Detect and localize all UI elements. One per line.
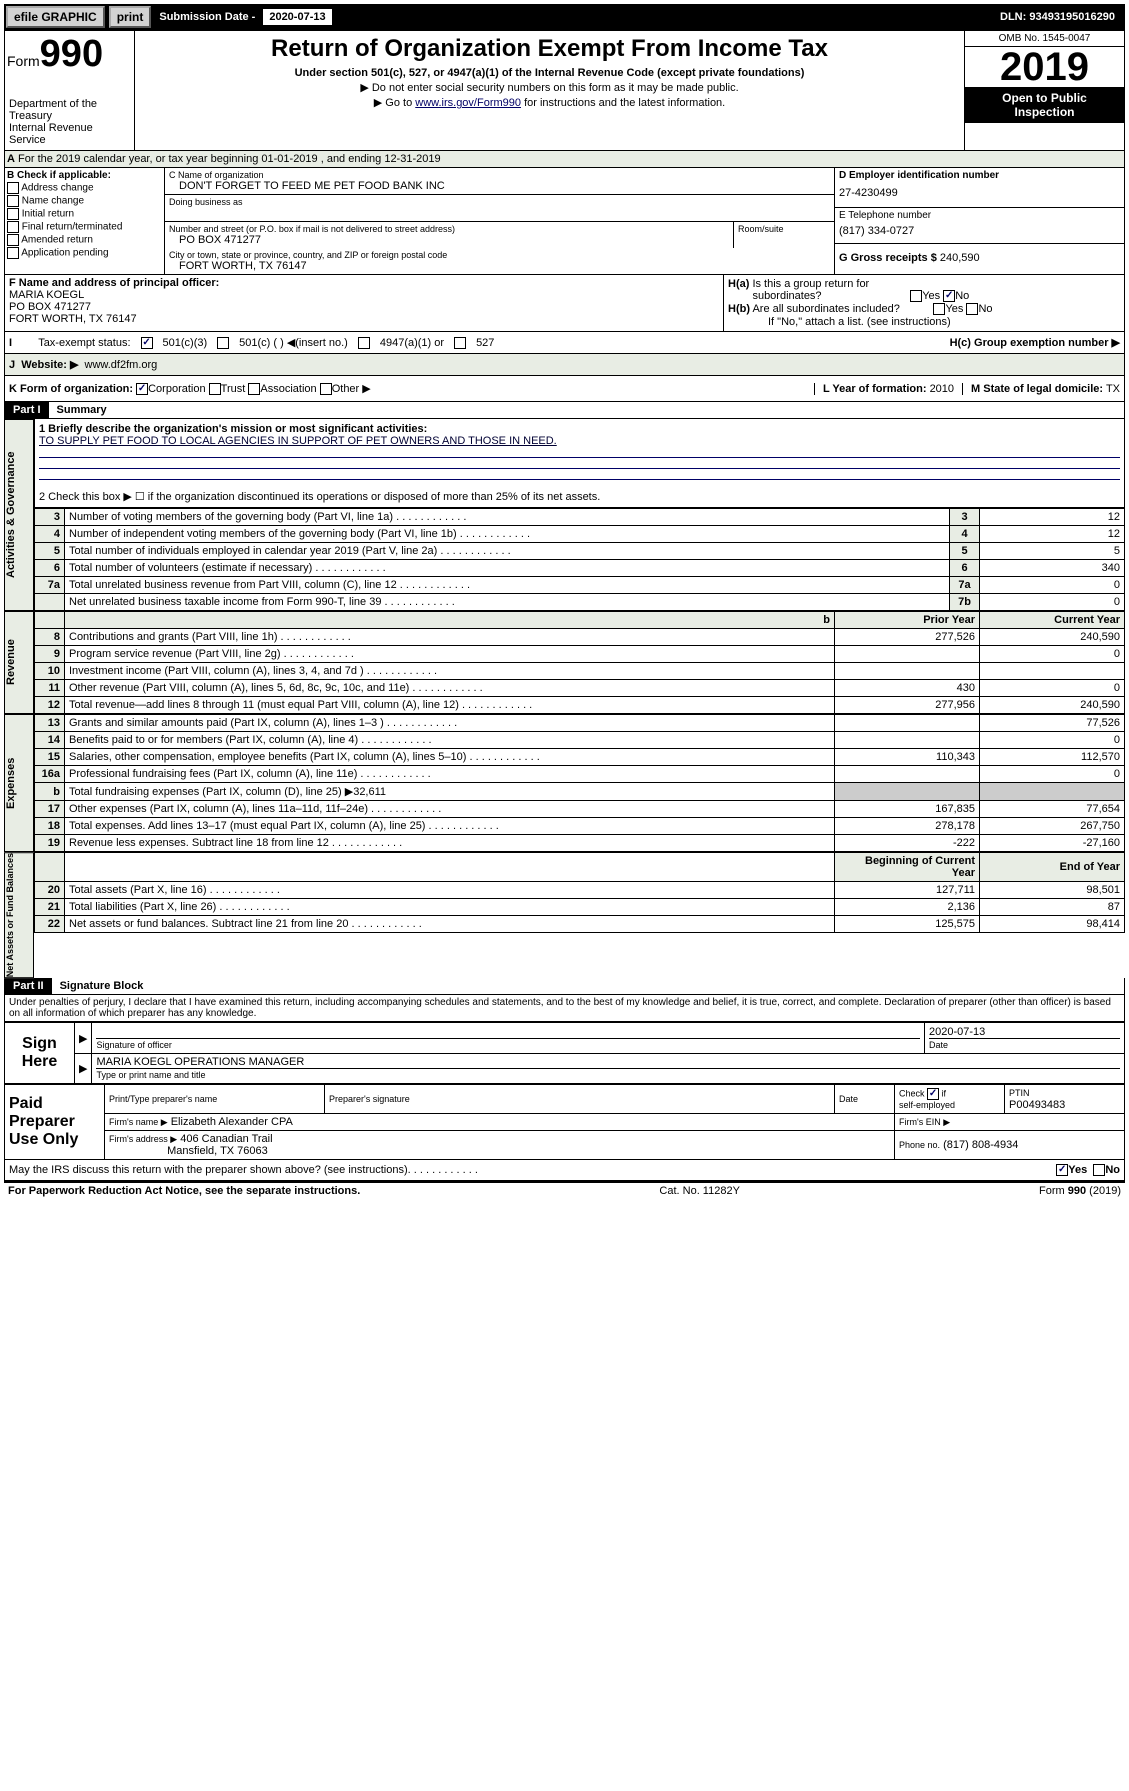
box-f: F Name and address of principal officer:…: [5, 275, 724, 331]
form990-link[interactable]: www.irs.gov/Form990: [415, 97, 521, 109]
dept-label: Department of the TreasuryInternal Reven…: [7, 96, 132, 148]
note-1: ▶ Do not enter social security numbers o…: [139, 81, 960, 94]
state-domicile: TX: [1106, 383, 1120, 395]
ptin: P00493483: [1009, 1099, 1065, 1111]
governance-table: 3Number of voting members of the governi…: [34, 508, 1125, 611]
side-net-assets: Net Assets or Fund Balances: [4, 852, 34, 978]
row-i: I Tax-exempt status: 501(c)(3) 501(c) ( …: [4, 332, 1125, 354]
form-header: Form990 Department of the TreasuryIntern…: [4, 30, 1125, 151]
form-number: 990: [40, 33, 103, 75]
box-d: D Employer identification number27-42304…: [834, 168, 1124, 274]
mission-text: TO SUPPLY PET FOOD TO LOCAL AGENCIES IN …: [39, 435, 557, 447]
side-revenue: Revenue: [4, 611, 34, 714]
officer-name: MARIA KOEGL: [9, 289, 84, 301]
form-label: Form: [7, 53, 40, 69]
firm-name: Elizabeth Alexander CPA: [171, 1116, 293, 1128]
box-c: C Name of organizationDON'T FORGET TO FE…: [165, 168, 834, 274]
firm-address: 406 Canadian Trail: [180, 1133, 272, 1145]
box-b: B Check if applicable: Address change Na…: [5, 168, 165, 274]
sub-date: 2020-07-13: [263, 9, 331, 25]
part-ii-header: Part II: [5, 978, 52, 994]
city-state-zip: FORT WORTH, TX 76147: [169, 260, 830, 272]
website: www.df2fm.org: [85, 359, 158, 371]
year-formation: 2010: [930, 383, 954, 395]
street-address: PO BOX 471277: [169, 234, 729, 246]
tax-year: 2019: [965, 47, 1124, 87]
row-a: A For the 2019 calendar year, or tax yea…: [4, 151, 1125, 168]
perjury-text: Under penalties of perjury, I declare th…: [4, 995, 1125, 1022]
print-btn[interactable]: print: [109, 6, 152, 28]
org-name: DON'T FORGET TO FEED ME PET FOOD BANK IN…: [169, 180, 830, 192]
note-2: ▶ Go to www.irs.gov/Form990 for instruct…: [139, 96, 960, 109]
expenses-table: 13Grants and similar amounts paid (Part …: [34, 714, 1125, 852]
ein: 27-4230499: [839, 181, 1120, 205]
efile-btn[interactable]: efile GRAPHIC: [6, 6, 105, 28]
net-assets-table: Beginning of Current YearEnd of Year 20T…: [34, 852, 1125, 933]
part-i-header: Part I: [5, 402, 49, 418]
paid-preparer-section: PaidPreparerUse Only Print/Type preparer…: [4, 1084, 1125, 1160]
firm-phone: (817) 808-4934: [943, 1139, 1018, 1151]
form-title: Return of Organization Exempt From Incom…: [139, 35, 960, 63]
sub-date-label: Submission Date -: [155, 11, 259, 23]
box-h: H(a) Is this a group return for subordin…: [724, 275, 1124, 331]
form-subtitle: Under section 501(c), 527, or 4947(a)(1)…: [139, 67, 960, 79]
sig-date: 2020-07-13: [929, 1026, 1120, 1039]
irs-discuss-row: May the IRS discuss this return with the…: [4, 1160, 1125, 1181]
open-public-badge: Open to PublicInspection: [965, 87, 1124, 123]
gross-receipts: 240,590: [940, 252, 980, 264]
telephone: (817) 334-0727: [839, 221, 1120, 241]
side-expenses: Expenses: [4, 714, 34, 852]
officer-printed-name: MARIA KOEGL OPERATIONS MANAGER: [96, 1056, 1120, 1069]
dln: DLN: 93493195016290: [1000, 11, 1123, 23]
row-j: J Website: ▶ www.df2fm.org: [4, 354, 1125, 376]
row-klm: K Form of organization: Corporation Trus…: [4, 376, 1125, 402]
sign-here-section: SignHere ▶ Signature of officer 2020-07-…: [4, 1022, 1125, 1084]
side-governance: Activities & Governance: [4, 419, 34, 611]
footer: For Paperwork Reduction Act Notice, see …: [4, 1181, 1125, 1199]
revenue-table: bPrior YearCurrent Year 8Contributions a…: [34, 611, 1125, 714]
top-bar: efile GRAPHIC print Submission Date - 20…: [4, 4, 1125, 30]
